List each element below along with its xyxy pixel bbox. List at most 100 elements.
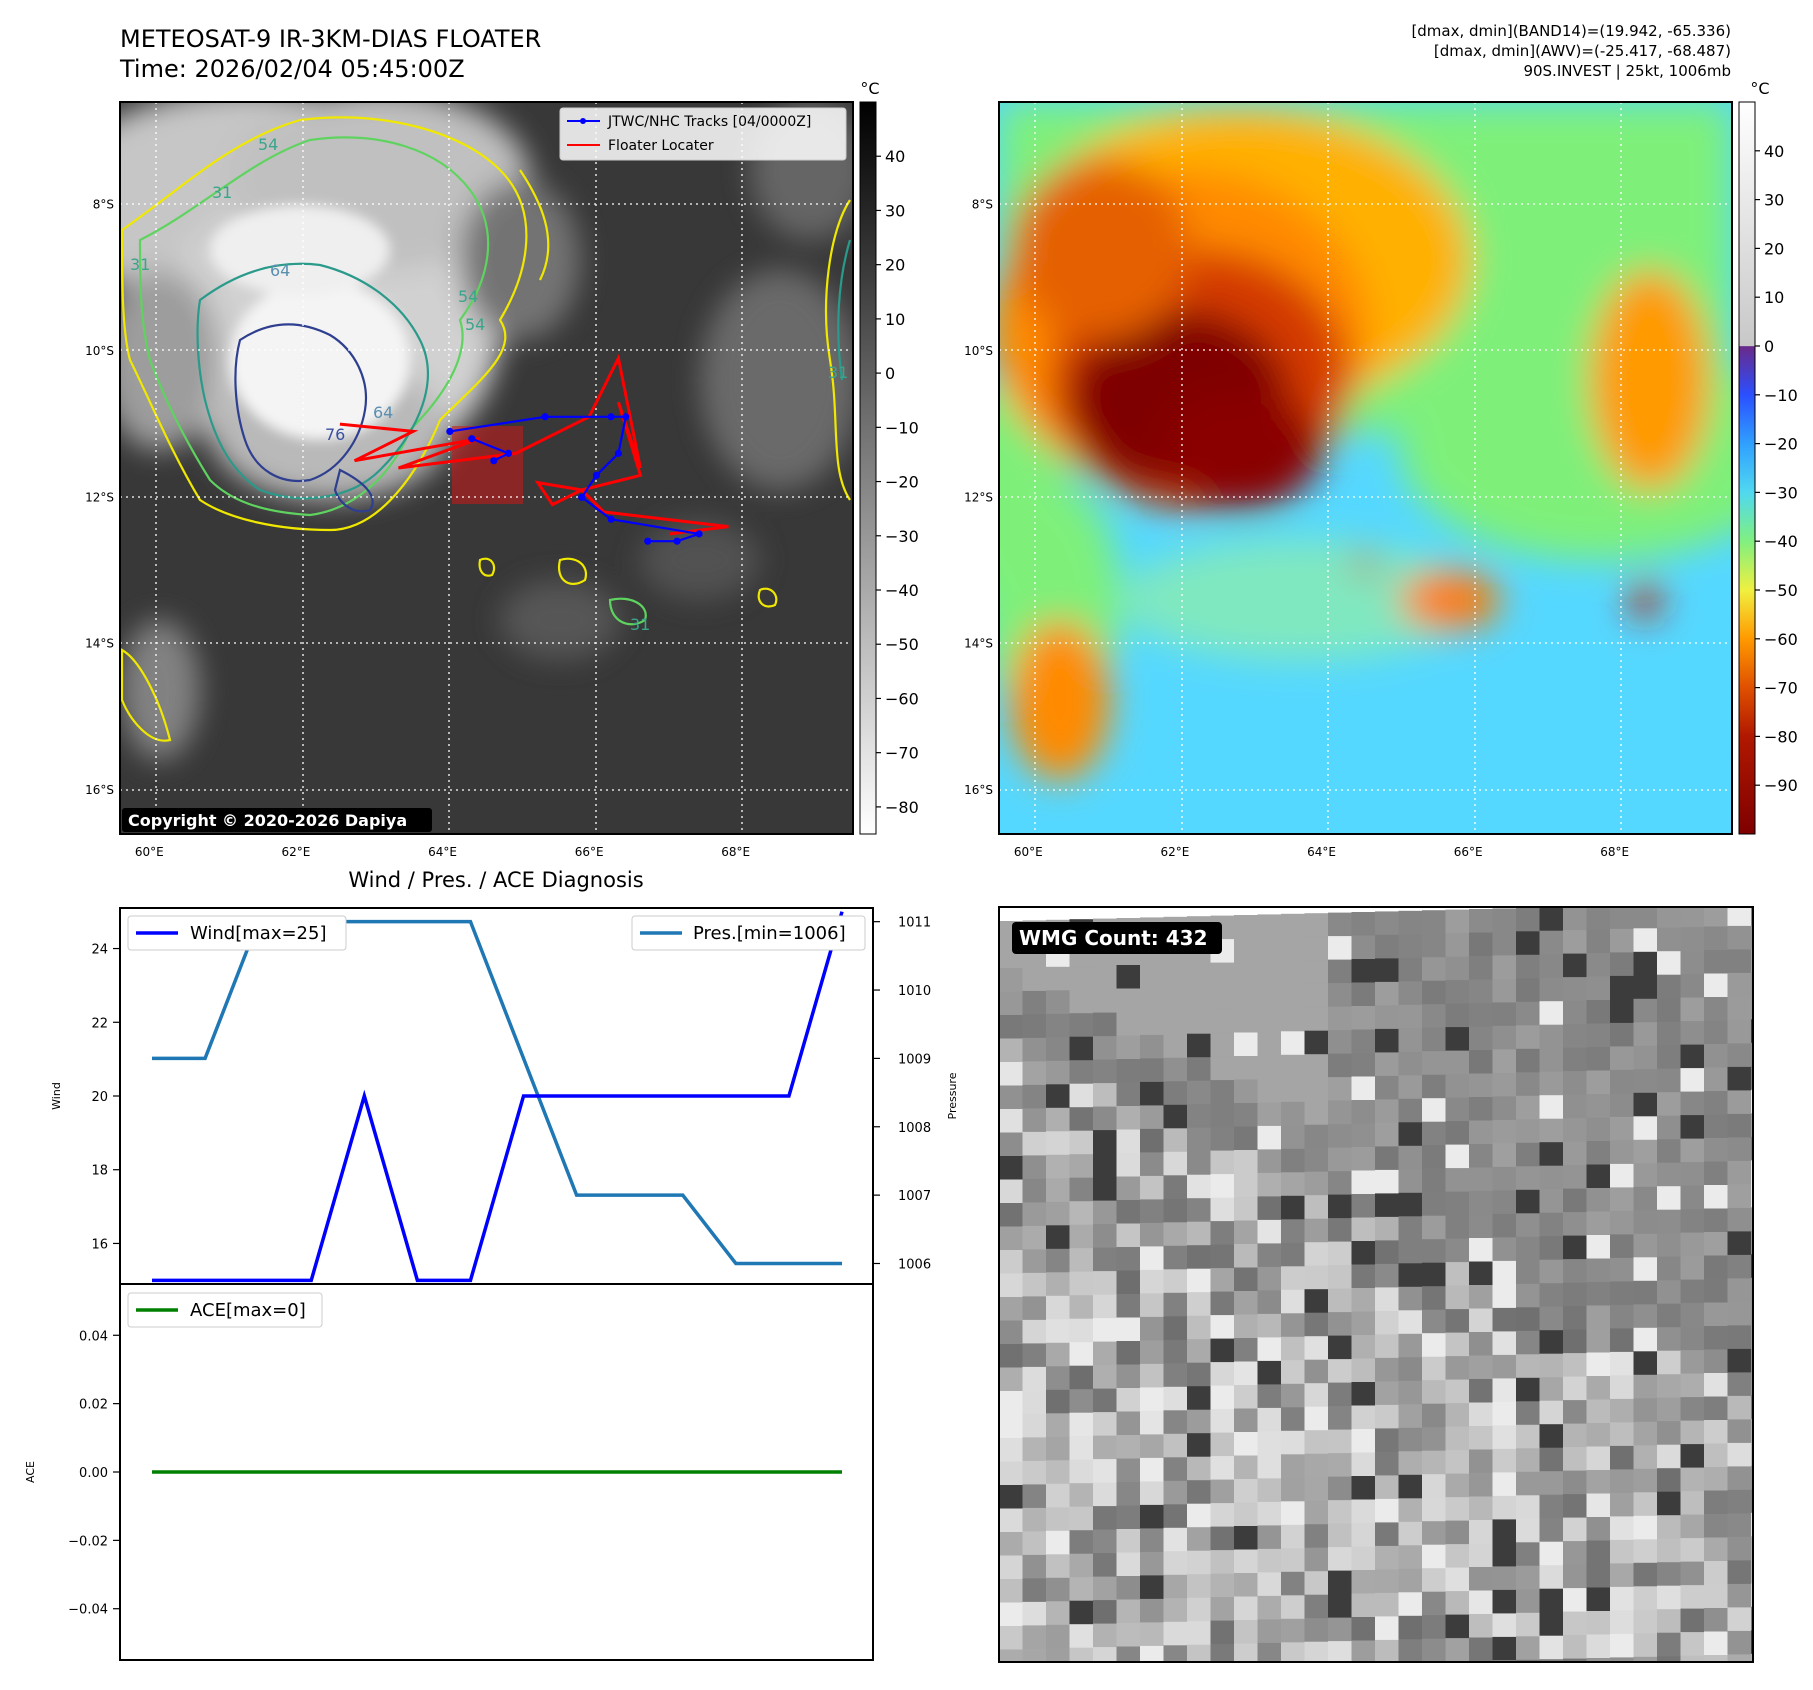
pressure-tick-label: 1010 [898,984,931,999]
lat-label: 16°S [964,783,993,797]
ir-imagery: 54 54 64 64 76 31 31 54 31 31 [120,102,853,834]
colorbar-tick-label: 10 [885,310,905,329]
colorbar-tick-label: −40 [1764,532,1798,551]
ace-tick-label: 0.02 [79,1398,108,1413]
awv-imagery [999,102,1732,834]
ir-frame [119,101,854,835]
legend-floater-label: Floater Locater [608,138,714,154]
jtwc-track-point [490,457,498,465]
colorbar-tick-label: −10 [1764,386,1798,405]
copyright-text: Copyright © 2020-2026 Dapiya [128,811,407,830]
jtwc-track-point [592,471,601,479]
svg-text:54: 54 [465,315,485,334]
pressure-tick-label: 1011 [898,916,931,931]
jtwc-track-point [578,493,586,501]
colorbar-tick-label: −80 [885,798,919,817]
jtwc-track-point [607,413,615,421]
jtwc-track-point [468,435,476,443]
awv-colorbar-unit: °C [1750,79,1769,98]
jtwc-track-point [673,537,681,545]
legend-jtwc-marker [580,118,586,124]
ace-tick-label: −0.02 [68,1534,108,1549]
svg-text:54: 54 [458,287,478,306]
lat-label: 10°S [964,344,993,358]
ir-colorbar-unit: °C [860,79,879,98]
jtwc-track-point [695,530,703,538]
band14-range: [dmax, dmin](BAND14)=(19.942, -65.336) [1411,22,1731,40]
lat-label: 16°S [85,783,114,797]
ace-ylabel: ACE [24,1461,37,1483]
colorbar-tick-label: −50 [885,635,919,654]
wind-legend: Wind[max=25] [127,915,347,951]
legend-jtwc-label: JTWC/NHC Tracks [04/0000Z] [607,114,811,130]
colorbar-tick-label: −20 [885,473,919,492]
lon-label: 66°E [575,845,604,859]
pressure-ylabel: Pressure [946,1072,959,1119]
wind-legend-label: Wind[max=25] [190,923,327,944]
awv-range: [dmax, dmin](AWV)=(-25.417, -68.487) [1433,42,1731,60]
pressure-tick-label: 1006 [898,1257,931,1272]
svg-text:76: 76 [325,425,345,444]
colorbar-tick-label: 0 [885,364,895,383]
colorbar-tick-label: −60 [1764,630,1798,649]
colorbar-tick-label: −10 [885,418,919,437]
pressure-tick-label: 1009 [898,1052,931,1067]
lon-label: 60°E [1014,845,1043,859]
svg-text:31: 31 [212,183,232,202]
colorbar-tick-label: −80 [1764,727,1798,746]
pressure-tick-label: 1007 [898,1189,931,1204]
colorbar-tick-label: 20 [885,256,905,275]
lon-label: 62°E [281,845,310,859]
awv-colorbar [1738,101,1756,835]
wmg-frame [998,906,1754,1663]
contour-labels: 54 54 64 64 76 31 31 54 31 31 [130,135,848,634]
colorbar-tick-label: 30 [1764,191,1784,210]
colorbar-tick-label: 10 [1764,288,1784,307]
colorbar-tick-label: −70 [1764,679,1798,698]
colorbar-tick-label: −70 [885,744,919,763]
lon-label: 68°E [1600,845,1629,859]
map-axis-labels: 8°S 10°S 12°S 14°S 16°S 60°E 62°E 64°E 66°E 68°E 8… [85,197,1629,859]
ace-tick-label: −0.04 [68,1603,108,1618]
panel-time: Time: 2026/02/04 05:45:00Z [120,55,465,83]
pressure-legend-label: Pres.[min=1006] [693,923,846,944]
pressure-ticks: 1006 1007 1008 1009 1010 1011 [873,916,931,1272]
wind-tick-label: 18 [91,1164,108,1179]
panel-title: METEOSAT-9 IR-3KM-DIAS FLOATER [120,25,542,53]
lat-label: 12°S [964,490,993,504]
lat-label: 10°S [85,344,114,358]
ir-colorbar-ticks: 40 30 20 10 0 −10 −20 −30 −40 −50 −60 −70 −80 [876,147,919,817]
colorbar-tick-label: 30 [885,201,905,220]
awv-colorbar-ticks: 40 30 20 10 0 −10 −20 −30 −40 −50 −60 −70 −80 −90 [1755,142,1798,795]
svg-text:31: 31 [630,615,650,634]
ace-tick-label: 0.04 [79,1329,108,1344]
wmg-imagery [999,907,1753,1662]
jtwc-track-point [504,449,513,457]
awv-frame [998,101,1733,835]
lon-label: 66°E [1454,845,1483,859]
colorbar-tick-label: −30 [1764,483,1798,502]
colorbar-tick-label: 20 [1764,239,1784,258]
copyright-box [122,808,432,832]
wmg-count-box [1012,922,1222,954]
jtwc-track-point [614,449,623,457]
pressure-legend: Pres.[min=1006] [631,915,866,951]
wind-tick-label: 20 [91,1090,108,1105]
ace-ticks: 0.04 0.02 0.00 −0.02 −0.04 [68,1329,120,1618]
floater-locater-box [452,426,523,504]
jtwc-track-point [622,413,630,421]
svg-text:64: 64 [270,261,290,280]
jtwc-track-point [607,515,615,523]
ace-tick-label: 0.00 [79,1466,108,1481]
jtwc-track-point [446,427,454,435]
lon-label: 62°E [1160,845,1189,859]
lon-label: 60°E [135,845,164,859]
ir-colorbar [859,101,877,835]
awv-gridlines [999,102,1732,834]
lon-label: 68°E [721,845,750,859]
colorbar-tick-label: −90 [1764,776,1798,795]
lon-label: 64°E [428,845,457,859]
colorbar-tick-label: −30 [885,527,919,546]
svg-text:31: 31 [130,255,150,274]
